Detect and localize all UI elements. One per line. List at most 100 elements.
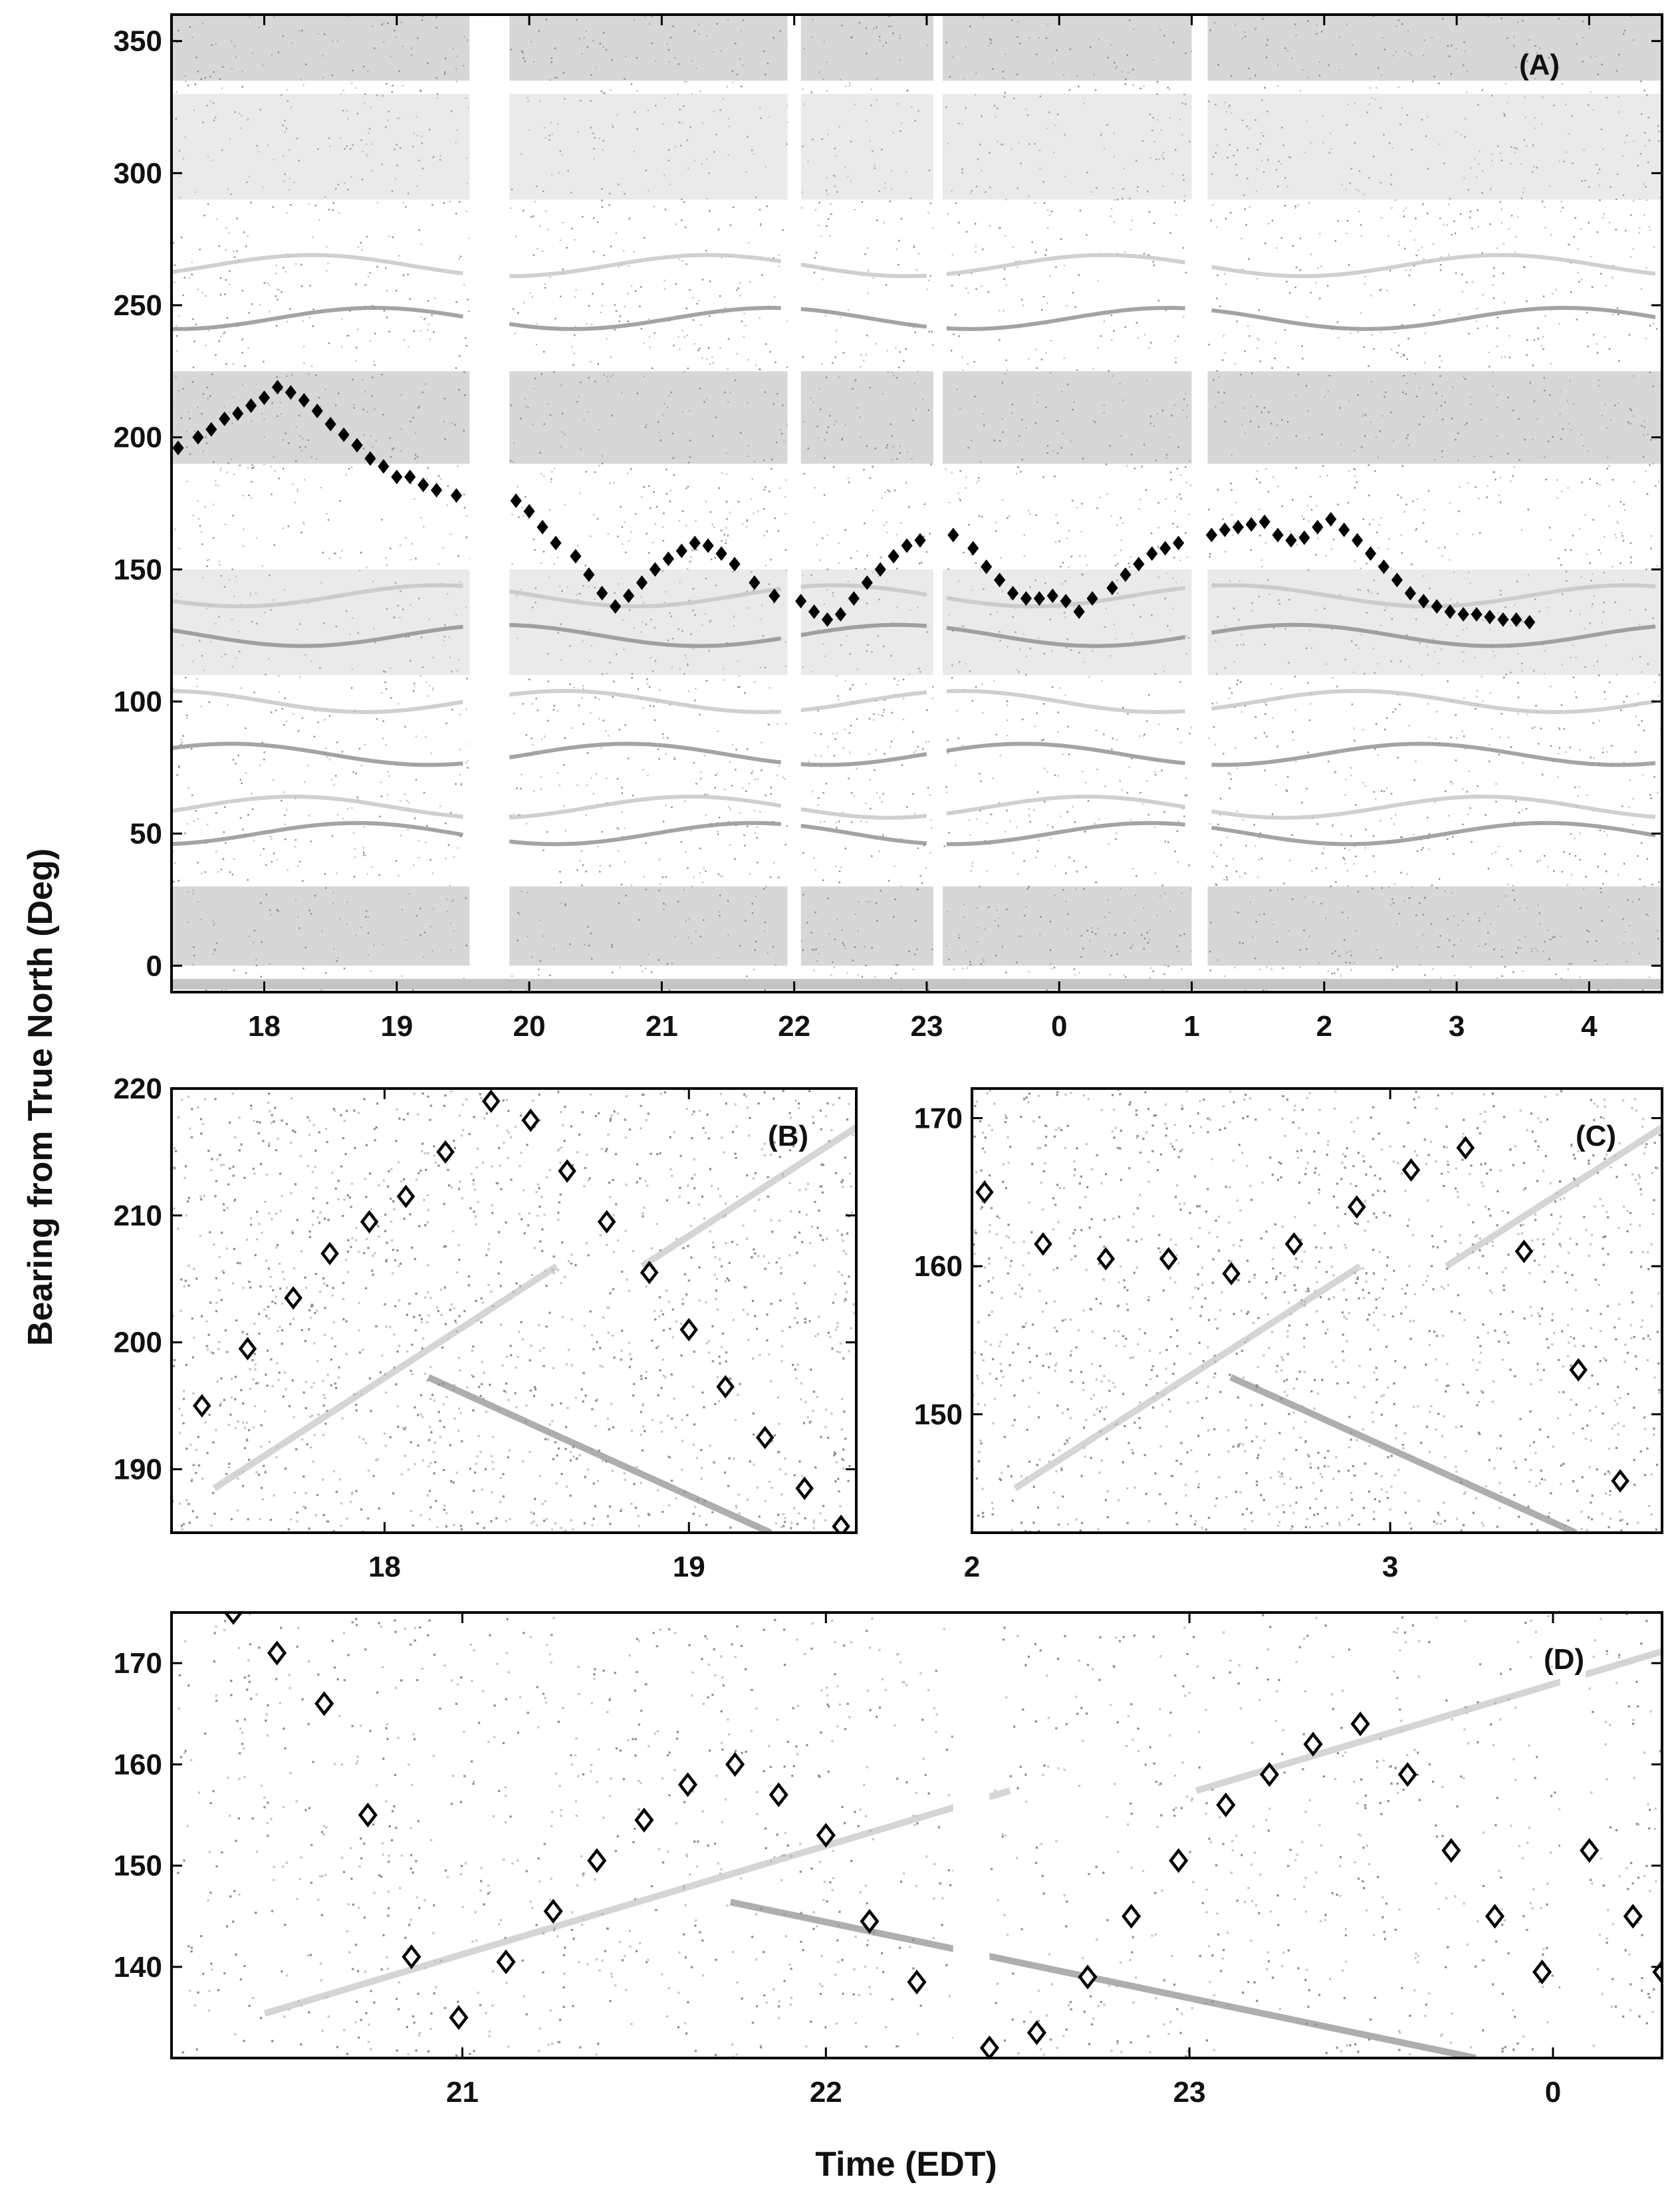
y-tick-label: 170 [114, 1647, 162, 1680]
track-marker [1364, 546, 1377, 561]
track-marker [320, 1241, 339, 1265]
baseline-strip [172, 979, 1662, 990]
track-marker [223, 1613, 243, 1625]
track-marker [1444, 604, 1456, 619]
track-marker [1497, 612, 1509, 627]
x-axis-label: Time (EDT) [815, 2145, 997, 2184]
background-points-light [173, 1089, 856, 1533]
track-marker [769, 1782, 788, 1807]
track-marker [358, 1802, 378, 1828]
track-marker [677, 1772, 698, 1797]
track-marker [523, 503, 535, 519]
y-tick-label: 150 [914, 1398, 963, 1431]
track-marker [832, 1514, 850, 1533]
y-axis-label: Bearing from True North (Deg) [21, 848, 60, 1346]
track-marker [587, 1848, 607, 1873]
y-tick-label: 350 [114, 25, 162, 58]
background-points-dark [177, 1613, 1662, 2058]
track-marker [449, 2005, 469, 2030]
track-marker [418, 477, 429, 493]
background-band [942, 886, 1192, 966]
track-marker [981, 559, 993, 575]
panel-b: 190 200 210 220 18 19 (B) [114, 1073, 858, 1583]
track-marker [1169, 1848, 1189, 1873]
data-gap [1560, 1613, 1586, 2058]
track-marker [834, 606, 846, 622]
track-marker [172, 440, 184, 455]
track-marker [640, 1261, 659, 1285]
track-marker [1259, 514, 1270, 529]
background-band [1207, 886, 1662, 966]
track-marker [729, 557, 741, 572]
track-marker [874, 562, 886, 577]
track-marker [716, 1374, 735, 1399]
background-band [800, 371, 933, 464]
background-band [172, 371, 470, 464]
track-marker [649, 562, 661, 577]
track-marker [1338, 522, 1350, 537]
track-marker [1222, 1261, 1241, 1285]
track-marker [1259, 1761, 1279, 1787]
x-tick-label: 0 [1051, 1010, 1067, 1043]
x-tick-label: 18 [368, 1551, 401, 1583]
panel-b-tag: (B) [768, 1120, 808, 1152]
track-marker [271, 380, 284, 395]
track-marker [1046, 588, 1058, 604]
track-marker [861, 575, 873, 590]
track-marker [1096, 1247, 1116, 1271]
track-marker [1120, 567, 1132, 582]
track-marker [1350, 1711, 1370, 1737]
track-marker [450, 488, 463, 503]
track-marker [1532, 1959, 1552, 1985]
x-tick-label: 20 [513, 1010, 546, 1043]
track-marker [267, 1640, 287, 1666]
track-marker [1401, 1158, 1421, 1182]
track-marker [1303, 1732, 1323, 1757]
data-gap [1191, 15, 1208, 992]
track-marker [907, 1970, 927, 1995]
track-marker [537, 519, 548, 535]
y-tick-label: 170 [914, 1102, 963, 1135]
x-tick-label: 0 [1545, 2076, 1561, 2109]
x-tick-label: 19 [673, 1551, 705, 1583]
track-marker [364, 451, 376, 466]
track-marker [795, 1476, 814, 1500]
track-marker [402, 1944, 421, 1970]
data-gap [469, 15, 510, 992]
background-points-light [972, 1089, 1661, 1533]
track-marker [311, 403, 323, 418]
track-marker [1611, 1469, 1629, 1493]
track-marker [1298, 530, 1310, 545]
track-marker [481, 1089, 501, 1113]
track-marker [245, 398, 257, 413]
track-marker [947, 527, 959, 543]
track-marker [1510, 612, 1522, 627]
track-marker [795, 594, 807, 608]
track-marker [622, 588, 635, 604]
track-marker [689, 535, 701, 551]
track-marker [1378, 559, 1390, 575]
track-marker [967, 541, 979, 556]
track-marker [755, 1426, 775, 1450]
track-marker [1122, 1904, 1141, 1929]
track-marker [1106, 581, 1118, 596]
background-points-dark [172, 1090, 856, 1533]
track-marker [1285, 533, 1297, 548]
track-marker [1580, 1838, 1600, 1863]
track-marker [298, 393, 310, 408]
background-band [509, 569, 788, 676]
track-marker [901, 538, 913, 553]
track-marker [1146, 546, 1158, 561]
track-marker [314, 1691, 334, 1716]
track-marker [1391, 573, 1403, 588]
track-marker [396, 1184, 416, 1208]
background-trace [640, 1123, 856, 1269]
y-tick-label: 190 [114, 1454, 162, 1486]
track-marker [550, 535, 562, 551]
background-trace [1229, 1374, 1578, 1533]
background-trace [263, 1787, 1011, 2017]
track-marker [543, 1898, 563, 1924]
panel-c-background-points [972, 1089, 1662, 1533]
track-marker [848, 591, 860, 606]
track-marker [1284, 1232, 1304, 1256]
